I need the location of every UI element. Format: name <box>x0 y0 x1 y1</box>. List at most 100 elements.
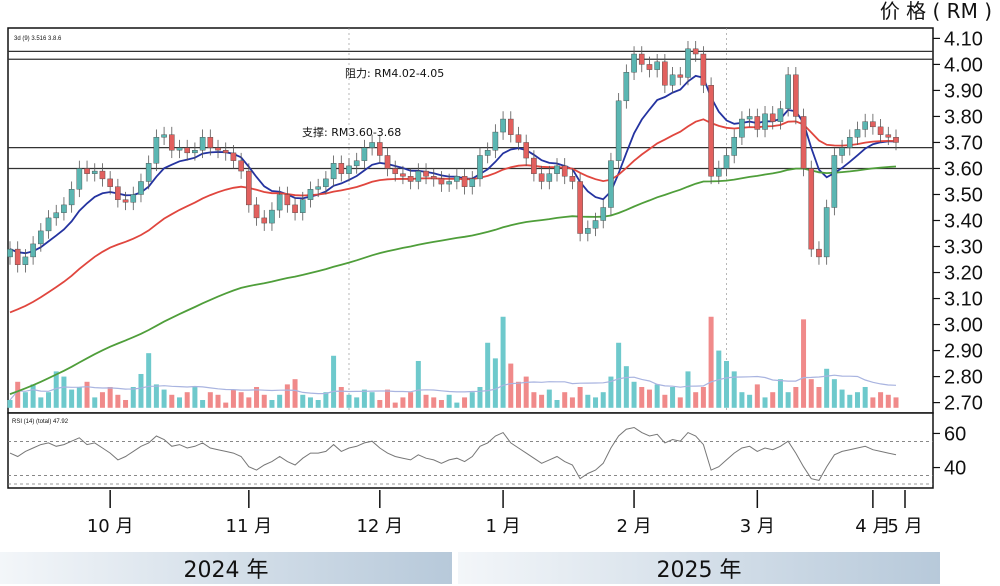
support-annotation: 支撑: RM3.60-3.68 <box>302 125 401 139</box>
resistance-annotation: 阻力: RM4.02-4.05 <box>345 67 444 80</box>
month-label: 10 月 <box>87 516 134 537</box>
candle-body <box>477 155 483 180</box>
volume-bars <box>7 316 899 408</box>
candle-body <box>700 53 707 86</box>
year-band-2025: 2025 年 <box>458 552 940 584</box>
candle-body <box>99 170 106 180</box>
volume-bar <box>261 394 267 408</box>
volume-bar <box>608 376 614 408</box>
year-label-2025: 2025 年 <box>656 558 742 583</box>
volume-bar <box>631 381 637 408</box>
ma-long-line <box>9 165 897 395</box>
candle-body <box>230 152 237 161</box>
volume-bar <box>176 397 182 408</box>
candle-body <box>577 181 583 234</box>
volume-bar <box>338 386 344 408</box>
volume-bar <box>184 392 190 408</box>
price-tick-label: 2.90 <box>944 341 983 363</box>
candle-body <box>870 121 876 128</box>
candle-body <box>846 137 853 148</box>
candle-body <box>130 194 137 203</box>
candle-body <box>377 142 383 156</box>
volume-bar <box>747 394 753 408</box>
candle-body <box>746 116 753 120</box>
volume-bar <box>639 386 645 408</box>
volume-bar <box>392 402 398 408</box>
candle-body <box>307 189 314 200</box>
candle-body <box>438 178 445 185</box>
candle-body <box>592 220 599 229</box>
month-grid <box>8 28 933 485</box>
candle-body <box>199 137 206 151</box>
volume-bar <box>446 394 452 408</box>
price-tick-label: 3.80 <box>944 106 983 128</box>
candle-body <box>546 173 553 182</box>
volume-bar <box>230 389 236 408</box>
candle-body <box>68 189 75 206</box>
volume-bar <box>223 402 229 408</box>
volume-bar <box>377 399 383 408</box>
volume-bar <box>600 392 606 408</box>
volume-bar <box>38 397 44 408</box>
volume-bar <box>246 397 252 408</box>
volume-bar <box>354 397 360 408</box>
candle-body <box>708 85 714 177</box>
volume-bar <box>146 353 152 408</box>
candle-body <box>423 170 429 177</box>
candle-body <box>893 137 899 143</box>
volume-bar <box>454 402 460 408</box>
volume-bar <box>423 394 429 408</box>
price-tick-label: 3.30 <box>944 237 983 259</box>
volume-bar <box>415 360 421 408</box>
candle-body <box>138 181 144 195</box>
volume-bar <box>254 386 260 408</box>
volume-bar <box>731 371 737 408</box>
volume-bar <box>385 389 391 408</box>
volume-bar <box>76 386 82 408</box>
volume-bar <box>307 397 313 408</box>
volume-bar <box>138 373 144 408</box>
ma-mid-line <box>9 118 897 314</box>
candle-body <box>261 217 268 224</box>
stock-chart: 4.10 4.00 3.90 3.80 3.70 3.60 3.50 3.40 3.30 3.20… <box>7 0 992 537</box>
candle-body <box>885 134 892 138</box>
volume-bar <box>801 319 807 408</box>
volume-bar <box>662 394 668 408</box>
volume-bar <box>700 386 706 408</box>
rsi-tick-label: 40 <box>944 458 966 480</box>
volume-bar <box>315 399 321 408</box>
volume-average-line <box>9 374 897 401</box>
rsi-legend: RSI (14) (total) 47.92 <box>12 419 69 425</box>
support-resistance-lines <box>8 50 933 170</box>
candle-body <box>384 155 391 169</box>
candle-body <box>184 147 191 154</box>
volume-bar <box>22 392 28 408</box>
volume-bar <box>739 392 745 408</box>
volume-bar <box>331 355 337 408</box>
volume-bar <box>878 392 884 408</box>
candle-body <box>222 150 229 154</box>
volume-bar <box>539 394 545 408</box>
volume-bar <box>15 381 21 408</box>
price-tick-label: 3.20 <box>944 263 983 285</box>
candle-body <box>84 168 90 174</box>
candle-body <box>484 150 491 156</box>
candle-body <box>392 168 399 174</box>
price-tick-label: 3.10 <box>944 289 983 311</box>
volume-bar <box>84 381 90 408</box>
candle-body <box>253 204 260 219</box>
candle-body <box>608 160 614 208</box>
candle-body <box>739 118 745 138</box>
candle-body <box>823 207 830 258</box>
candle-body <box>785 74 791 109</box>
candle-body <box>176 147 183 151</box>
volume-bar <box>762 397 768 408</box>
candle-body <box>731 137 738 156</box>
candle-body <box>854 129 861 138</box>
candle-body <box>523 142 529 159</box>
candle-body <box>30 243 36 258</box>
candle-body <box>207 137 214 148</box>
price-tick-label: 3.00 <box>944 315 983 337</box>
volume-bar <box>531 392 537 408</box>
candle-body <box>276 194 283 211</box>
